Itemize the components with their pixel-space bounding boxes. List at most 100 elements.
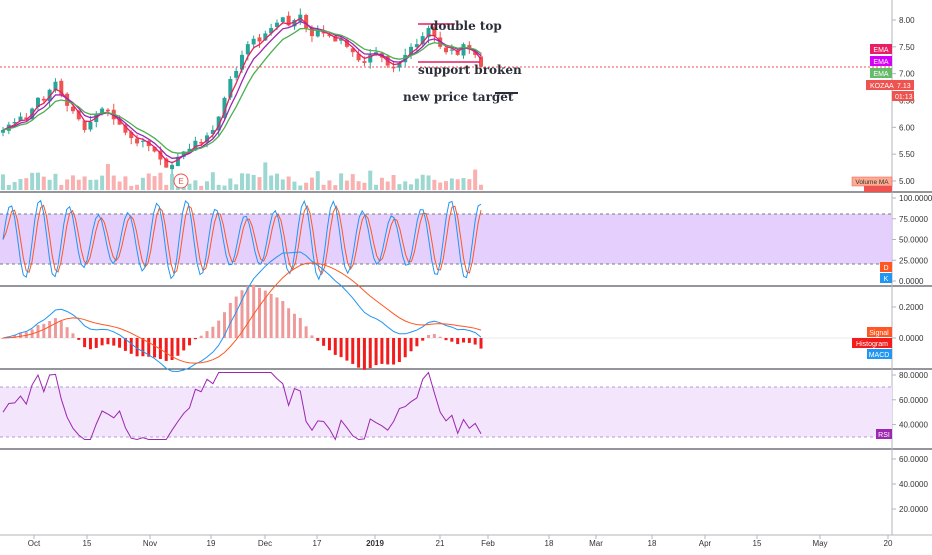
x-tick-label: Apr bbox=[699, 539, 712, 548]
time-axis[interactable]: Oct 15 Nov 19 Dec 17 2019 21 Feb 18 Mar 18 Apr 15 May 2… bbox=[28, 535, 893, 548]
macd-histogram-bar bbox=[205, 331, 209, 338]
volume-bar bbox=[100, 175, 105, 190]
macd-histogram-bar bbox=[199, 335, 203, 338]
candle-body bbox=[449, 49, 454, 51]
candle-body bbox=[350, 48, 355, 53]
axis-tick-label: 0.2000 bbox=[899, 303, 924, 312]
candle-body bbox=[327, 34, 332, 37]
volume-bar bbox=[339, 173, 344, 190]
volume-bar bbox=[240, 173, 244, 190]
signal-tag: Signal bbox=[867, 327, 892, 337]
macd-histogram-bar bbox=[118, 338, 122, 348]
ema-lines bbox=[2, 17, 482, 164]
volume-bar bbox=[449, 178, 454, 190]
stoch-k-line bbox=[2, 199, 482, 281]
stoch-d-label: D bbox=[883, 265, 888, 272]
ema-line-2 bbox=[2, 20, 482, 159]
support-broken-label: support broken bbox=[418, 63, 522, 77]
event-marker[interactable]: E bbox=[173, 173, 189, 189]
volume-bar bbox=[135, 184, 140, 190]
candle-body bbox=[210, 130, 215, 134]
axis-tick-label: 5.00 bbox=[899, 177, 915, 186]
ema-line-1 bbox=[2, 17, 482, 164]
macd-histogram-bar bbox=[94, 338, 98, 348]
macd-histogram-bar bbox=[106, 338, 110, 345]
macd-histogram-bar bbox=[403, 338, 407, 358]
volume-bar bbox=[350, 174, 355, 190]
volume-bar bbox=[455, 179, 460, 190]
volume-bar bbox=[216, 184, 221, 190]
macd-histogram-bar bbox=[368, 338, 372, 369]
x-tick-label: 18 bbox=[545, 539, 554, 548]
histogram-label: Histogram bbox=[856, 341, 888, 348]
macd-histogram-bar bbox=[292, 313, 296, 338]
macd-histogram-bar bbox=[182, 338, 186, 351]
volume-bar bbox=[140, 177, 145, 190]
volume-bar bbox=[374, 184, 379, 190]
volume-bar bbox=[461, 178, 466, 190]
macd-histogram-bar bbox=[246, 285, 250, 338]
candle-body bbox=[158, 150, 163, 160]
macd-histogram-bar bbox=[339, 338, 343, 358]
ema-tag-1: EMA bbox=[870, 44, 892, 54]
volume-bar bbox=[379, 177, 384, 190]
candle-body bbox=[228, 79, 233, 98]
volume-bar bbox=[129, 185, 134, 190]
volume-bar bbox=[269, 175, 274, 190]
candle-body bbox=[123, 125, 128, 133]
candle-body bbox=[193, 140, 198, 151]
ema-tag-2-label: EMA bbox=[873, 59, 889, 66]
volume-bar bbox=[24, 178, 29, 190]
candle-body bbox=[292, 20, 297, 27]
axis-tick-label: 75.0000 bbox=[899, 215, 928, 224]
axis-tick-label: 8.00 bbox=[899, 16, 915, 25]
candle-body bbox=[222, 97, 227, 118]
macd-histogram-bar bbox=[176, 338, 180, 356]
volume-bar bbox=[47, 179, 52, 190]
candle-body bbox=[251, 38, 256, 45]
candle-body bbox=[164, 158, 169, 168]
axis-tick-label: 0.0000 bbox=[899, 277, 924, 286]
volume-bar bbox=[298, 185, 303, 190]
axis-tick-label: 7.50 bbox=[899, 43, 915, 52]
volume-bar bbox=[12, 182, 17, 190]
stochastic-lines bbox=[2, 199, 482, 281]
candle-body bbox=[315, 30, 320, 37]
macd-histogram-bar bbox=[217, 320, 221, 338]
volume-tag bbox=[864, 186, 892, 192]
rsi-band bbox=[0, 387, 892, 437]
x-tick-label: Mar bbox=[589, 539, 603, 548]
volume-bar bbox=[210, 172, 215, 190]
volume-bar bbox=[117, 181, 122, 190]
signal-label: Signal bbox=[869, 330, 889, 337]
rsi-line bbox=[2, 371, 482, 441]
macd-histogram-bar bbox=[310, 335, 314, 338]
macd-histogram-bar bbox=[71, 333, 75, 338]
signal-line bbox=[2, 262, 482, 364]
x-tick-label: Feb bbox=[481, 539, 495, 548]
macd-histogram-bar bbox=[456, 338, 460, 345]
volume-bar bbox=[105, 163, 110, 190]
candle-body bbox=[269, 28, 274, 34]
volume-bar bbox=[333, 185, 338, 190]
candle-body bbox=[409, 46, 414, 56]
axis-tick-label: 7.00 bbox=[899, 70, 915, 79]
x-tick-label: 18 bbox=[648, 539, 657, 548]
candle-body bbox=[175, 156, 180, 167]
candle-body bbox=[24, 117, 29, 120]
ema-tag-3-label: EMA bbox=[873, 71, 889, 78]
volume-bar bbox=[315, 171, 320, 190]
double-top-label: double top bbox=[430, 19, 502, 33]
volume-bar bbox=[222, 185, 227, 190]
macd-histogram-bar bbox=[147, 338, 151, 357]
candle-body bbox=[152, 146, 157, 152]
candle-body bbox=[205, 135, 210, 143]
macd-histogram-bar bbox=[345, 338, 349, 361]
volume-ma-label: Volume MA bbox=[855, 179, 889, 186]
volume-bar bbox=[362, 182, 367, 190]
candle-body bbox=[257, 37, 262, 42]
macd-histogram-bar bbox=[462, 338, 466, 343]
macd-histogram-bar bbox=[48, 321, 52, 338]
macd-histogram-bar bbox=[438, 336, 442, 338]
candle-body bbox=[1, 130, 5, 133]
